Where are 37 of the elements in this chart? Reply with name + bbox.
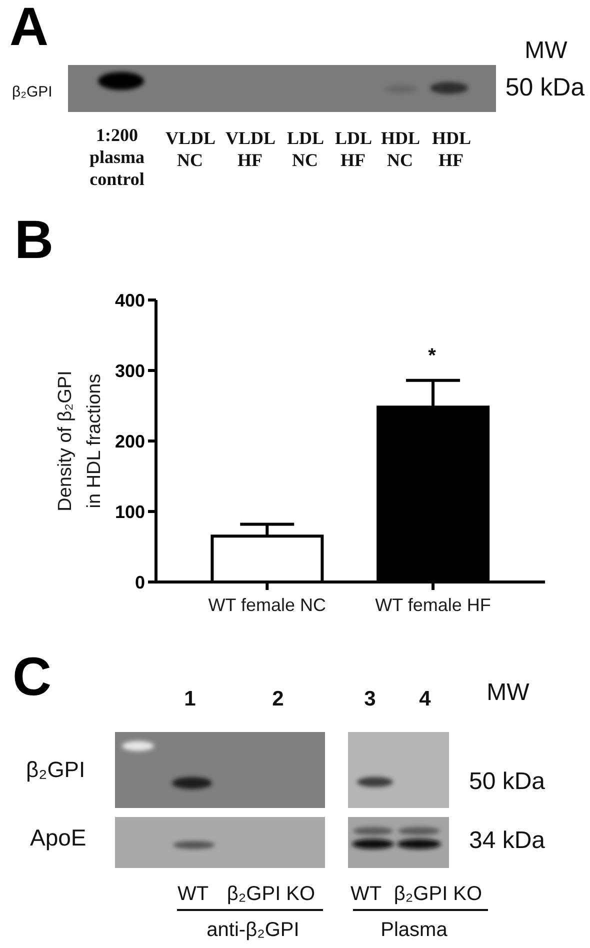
text: ApoE [30, 824, 86, 850]
x-tick-label: WT female HF [375, 594, 491, 615]
text: Plasma [380, 919, 448, 941]
annotation: * [428, 345, 436, 367]
text: C [12, 647, 52, 707]
text: WT [350, 883, 382, 905]
text: VLDL NC [165, 127, 216, 171]
y-tick-label: 0 [134, 572, 145, 592]
chart-title: B [14, 210, 54, 270]
y-axis-title: Density of β₂GPI in HDL fractions [55, 370, 105, 512]
text: 1 [184, 688, 196, 710]
text: anti-β₂GPI [206, 919, 300, 941]
text: 2 [272, 688, 284, 710]
text: β₂GPI KO [394, 883, 482, 905]
text: HDL NC [380, 127, 420, 171]
text: β₂GPI [12, 84, 52, 100]
y-tick-label: 300 [114, 360, 145, 381]
text: LDL HF [334, 127, 372, 171]
y-tick-label: 100 [114, 502, 145, 522]
text: VLDL HF [225, 127, 276, 171]
text: LDL NC [286, 127, 324, 171]
text: 4 [419, 688, 431, 710]
text: 34 kDa [468, 827, 546, 854]
y-tick-label: 200 [114, 431, 145, 452]
text: MW [486, 679, 530, 706]
x-tick-label: WT female NC [208, 594, 326, 615]
text: β₂GPI [26, 757, 86, 782]
text: HDL HF [432, 127, 472, 171]
text: 1:200 plasma control [89, 124, 145, 190]
y-tick-label: 400 [114, 290, 145, 310]
text: 50 kDa [468, 768, 546, 795]
text: A [10, 0, 48, 57]
text: WT [177, 883, 209, 905]
text: 50 kDa [505, 74, 585, 102]
text: MW [524, 37, 568, 64]
text: 3 [364, 688, 376, 710]
text: β₂GPI KO [226, 883, 316, 905]
